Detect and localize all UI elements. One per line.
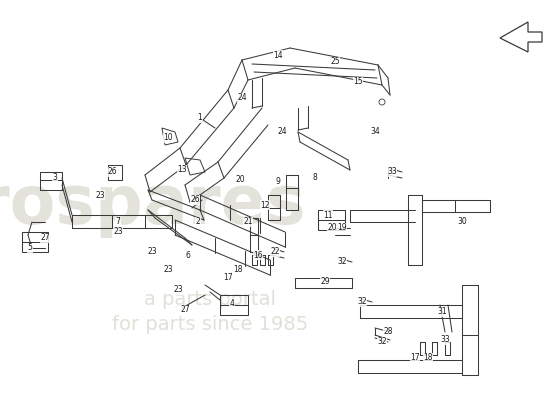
Text: 28: 28 [383,328,393,336]
Text: 20: 20 [327,224,337,232]
Text: 9: 9 [276,178,280,186]
Text: 23: 23 [113,228,123,236]
Text: 30: 30 [457,218,467,226]
Text: 11: 11 [323,210,333,220]
Text: 26: 26 [190,196,200,204]
Text: 33: 33 [440,336,450,344]
Text: 13: 13 [177,166,187,174]
Text: 29: 29 [320,278,330,286]
Text: 6: 6 [185,250,190,260]
Text: 31: 31 [437,308,447,316]
Text: 8: 8 [312,174,317,182]
Text: 5: 5 [28,244,32,252]
Text: 19: 19 [337,224,347,232]
Text: 23: 23 [173,286,183,294]
Text: 34: 34 [370,128,380,136]
Text: 33: 33 [387,168,397,176]
Text: 23: 23 [163,266,173,274]
Text: 18: 18 [233,266,243,274]
Text: 10: 10 [163,134,173,142]
Text: 32: 32 [357,298,367,306]
Text: 18: 18 [424,354,433,362]
Text: 7: 7 [116,218,120,226]
Text: 2: 2 [196,218,200,226]
Text: 27: 27 [40,234,50,242]
Text: 21: 21 [243,218,253,226]
Text: a parts portal
for parts since 1985: a parts portal for parts since 1985 [112,290,308,334]
Text: 32: 32 [377,338,387,346]
Text: 16: 16 [253,250,263,260]
Text: 24: 24 [237,94,247,102]
Text: 26: 26 [107,168,117,176]
Text: 1: 1 [197,114,202,122]
Text: 27: 27 [180,306,190,314]
Text: 12: 12 [260,200,270,210]
Text: eurospares: eurospares [0,172,306,238]
Text: 17: 17 [410,354,420,362]
Text: 14: 14 [273,50,283,60]
Text: 32: 32 [337,258,347,266]
Text: 25: 25 [330,58,340,66]
Text: 4: 4 [229,298,234,308]
Text: 23: 23 [147,248,157,256]
Text: 3: 3 [53,174,57,182]
Text: 24: 24 [277,128,287,136]
Text: 17: 17 [223,274,233,282]
Text: 20: 20 [235,176,245,184]
Text: 15: 15 [353,78,363,86]
Text: 23: 23 [95,190,105,200]
Text: 22: 22 [270,248,280,256]
